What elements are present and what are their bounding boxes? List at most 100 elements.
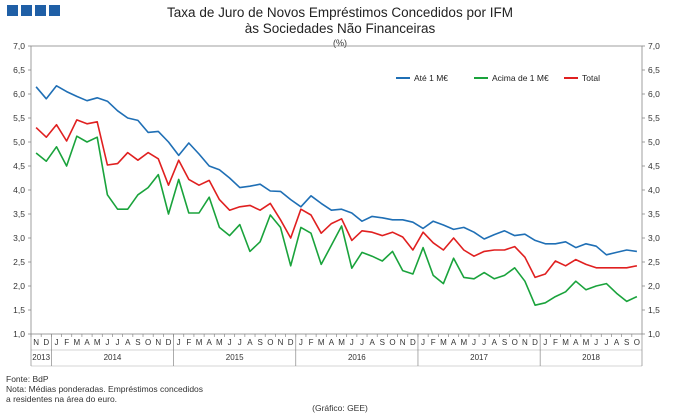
y-tick-label-left: 6,5 [13,65,25,75]
y-tick-label-left: 3,5 [13,209,25,219]
series-line-3 [35,119,638,279]
chart-unit: (%) [333,38,347,48]
y-tick-label-right: 7,0 [648,41,660,51]
source-note: Fonte: BdP [6,374,49,384]
x-tick-label: A [369,338,375,347]
x-tick-label: M [196,338,203,347]
y-tick-label-left: 4,5 [13,161,25,171]
y-tick-label-left: 6,0 [13,89,25,99]
logo-square-2 [21,5,32,16]
x-tick-label: J [228,338,232,347]
x-tick-label: M [562,338,569,347]
year-label: 2018 [582,353,600,362]
x-tick-label: J [594,338,598,347]
x-tick-label: O [267,338,273,347]
chart-title-line-1: Taxa de Juro de Novos Empréstimos Conced… [167,5,513,20]
x-tick-label: N [278,338,284,347]
x-tick-label: A [247,338,253,347]
x-tick-label: J [472,338,476,347]
y-tick-label-left: 7,0 [13,41,25,51]
y-tick-label-right: 4,0 [648,185,660,195]
y-tick-label-right: 3,0 [648,233,660,243]
x-tick-label: S [502,338,507,347]
x-tick-label: N [400,338,406,347]
note-line-1: Nota: Médias ponderadas. Empréstimos con… [6,384,204,394]
y-tick-label-right: 5,5 [648,113,660,123]
x-tick-label: N [33,338,39,347]
x-tick-label: F [309,338,314,347]
x-tick-label: A [451,338,457,347]
x-tick-label: J [604,338,608,347]
y-tick-label-left: 1,0 [13,329,25,339]
x-tick-label: M [583,338,590,347]
x-tick-label: M [440,338,447,347]
note-line-2: a residentes na área do euro. [6,394,118,404]
y-tick-label-right: 2,0 [648,281,660,291]
y-tick-label-left: 1,5 [13,305,25,315]
y-tick-label-right: 5,0 [648,137,660,147]
series-line-2 [35,135,638,307]
x-tick-label: O [634,338,640,347]
y-tick-label-right: 1,5 [648,305,660,315]
x-tick-label: M [216,338,223,347]
year-label: 2014 [104,353,122,362]
x-tick-label: J [421,338,425,347]
x-tick-label: J [54,338,58,347]
x-tick-label: J [482,338,486,347]
logo-square-3 [35,5,46,16]
x-tick-label: A [492,338,498,347]
y-tick-label-left: 3,0 [13,233,25,243]
legend-label-3: Total [582,73,600,83]
chart-credit: (Gráfico: GEE) [312,403,368,413]
plot-frame [30,45,643,335]
x-tick-label: F [64,338,69,347]
x-tick-label: D [410,338,416,347]
x-tick-label: J [350,338,354,347]
year-label: 2013 [32,353,50,362]
x-tick-label: D [532,338,538,347]
x-tick-label: J [543,338,547,347]
year-label: 2016 [348,353,366,362]
y-tick-label-right: 6,0 [648,89,660,99]
legend-label-1: Até 1 M€ [414,73,448,83]
year-label: 2015 [226,353,244,362]
x-tick-label: D [166,338,172,347]
x-tick-label: M [73,338,80,347]
x-tick-label: S [257,338,262,347]
x-tick-label: A [84,338,90,347]
x-tick-label: A [614,338,620,347]
x-tick-label: A [329,338,335,347]
x-tick-label: A [207,338,213,347]
x-tick-label: M [460,338,467,347]
x-tick-label: A [573,338,579,347]
chart-title-line-2: às Sociedades Não Financeiras [244,21,436,36]
chart-title: Taxa de Juro de Novos Empréstimos Conced… [0,5,680,37]
y-tick-label-left: 4,0 [13,185,25,195]
brand-logo [7,5,60,16]
x-tick-label: D [288,338,294,347]
year-label: 2017 [470,353,488,362]
logo-square-1 [7,5,18,16]
x-tick-label: S [624,338,629,347]
x-tick-label: F [553,338,558,347]
y-tick-label-right: 4,5 [648,161,660,171]
x-tick-label: F [431,338,436,347]
x-tick-label: S [135,338,140,347]
legend-label-2: Acima de 1 M€ [492,73,549,83]
y-tick-label-left: 5,5 [13,113,25,123]
y-tick-label-right: 1,0 [648,329,660,339]
y-tick-label-right: 3,5 [648,209,660,219]
series-line-1 [35,85,638,256]
y-tick-label-left: 5,0 [13,137,25,147]
x-tick-label: F [186,338,191,347]
x-tick-label: J [105,338,109,347]
x-tick-label: M [338,338,345,347]
x-tick-label: J [299,338,303,347]
x-tick-label: J [177,338,181,347]
y-tick-label-left: 2,0 [13,281,25,291]
y-tick-label-left: 2,5 [13,257,25,267]
x-tick-label: O [389,338,395,347]
x-tick-label: M [318,338,325,347]
x-tick-label: N [522,338,528,347]
